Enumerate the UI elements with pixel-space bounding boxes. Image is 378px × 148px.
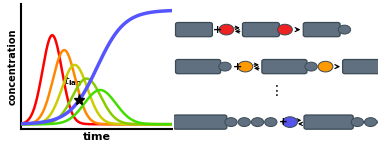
- Circle shape: [238, 118, 250, 127]
- Circle shape: [251, 118, 264, 127]
- Circle shape: [305, 62, 317, 71]
- Circle shape: [282, 117, 297, 127]
- Circle shape: [238, 61, 253, 72]
- FancyBboxPatch shape: [262, 59, 307, 74]
- FancyBboxPatch shape: [175, 22, 212, 37]
- Circle shape: [219, 62, 231, 71]
- Circle shape: [338, 25, 351, 34]
- Text: +: +: [213, 25, 222, 35]
- Text: ⋮: ⋮: [270, 84, 284, 98]
- Circle shape: [364, 118, 377, 127]
- FancyBboxPatch shape: [304, 115, 353, 129]
- Circle shape: [351, 118, 364, 127]
- FancyBboxPatch shape: [242, 22, 279, 37]
- Circle shape: [219, 24, 234, 35]
- Text: +: +: [278, 117, 287, 127]
- FancyBboxPatch shape: [303, 22, 340, 37]
- Text: +: +: [232, 62, 242, 72]
- FancyBboxPatch shape: [342, 59, 378, 74]
- Text: $t_{\mathregular{lag}}$: $t_{\mathregular{lag}}$: [64, 74, 82, 89]
- Circle shape: [225, 118, 237, 127]
- FancyBboxPatch shape: [174, 115, 227, 129]
- FancyBboxPatch shape: [175, 59, 221, 74]
- Y-axis label: concentration: concentration: [8, 28, 18, 105]
- Circle shape: [318, 61, 333, 72]
- Circle shape: [265, 118, 277, 127]
- Circle shape: [277, 24, 292, 35]
- X-axis label: time: time: [82, 132, 110, 141]
